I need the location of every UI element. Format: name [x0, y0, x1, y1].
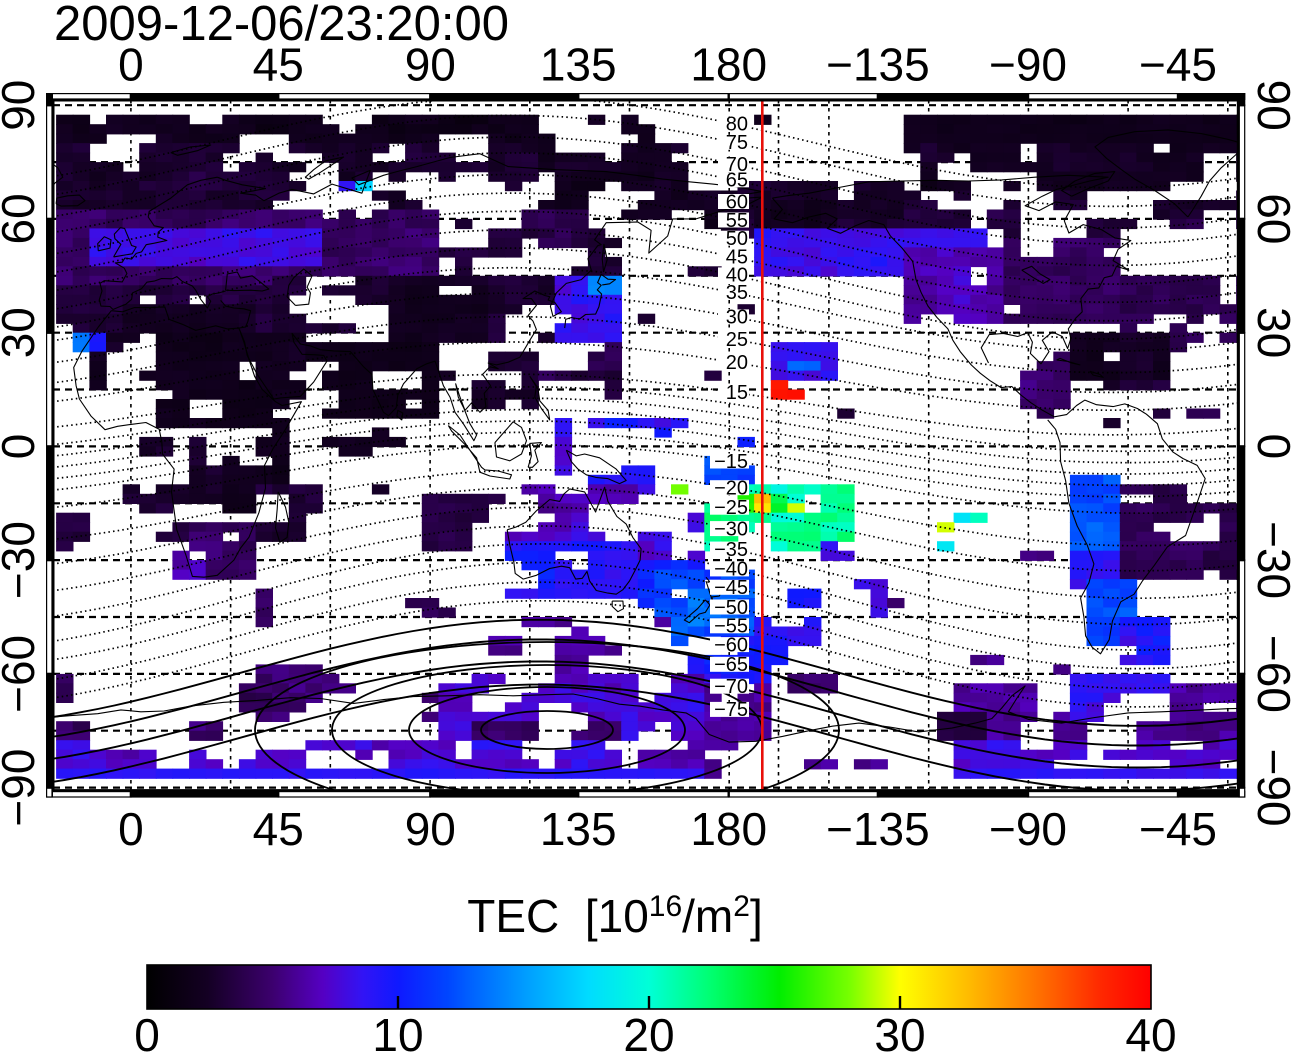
svg-text:65: 65	[726, 170, 748, 192]
svg-text:35: 35	[726, 282, 748, 304]
svg-text:0: 0	[1248, 434, 1292, 460]
svg-text:50: 50	[726, 228, 748, 250]
svg-text:60: 60	[0, 193, 44, 244]
svg-text:−55: −55	[714, 616, 748, 638]
svg-text:90: 90	[405, 39, 456, 91]
svg-text:30: 30	[874, 1009, 925, 1057]
svg-text:90: 90	[0, 80, 44, 131]
svg-text:40: 40	[726, 265, 748, 287]
svg-text:45: 45	[253, 803, 304, 855]
svg-text:55: 55	[726, 210, 748, 232]
svg-text:−40: −40	[714, 559, 748, 581]
svg-text:0: 0	[0, 434, 44, 460]
svg-text:2009-12-06/23:20:00: 2009-12-06/23:20:00	[54, 0, 509, 51]
svg-text:0: 0	[134, 1009, 160, 1057]
svg-text:90: 90	[405, 803, 456, 855]
svg-text:0: 0	[118, 39, 144, 91]
svg-text:135: 135	[540, 803, 617, 855]
svg-text:−45: −45	[1139, 803, 1217, 855]
svg-text:25: 25	[726, 329, 748, 351]
svg-text:−60: −60	[0, 635, 44, 713]
svg-text:180: 180	[690, 803, 767, 855]
svg-text:135: 135	[540, 39, 617, 91]
svg-text:45: 45	[726, 247, 748, 269]
svg-text:−135: −135	[826, 39, 930, 91]
svg-text:180: 180	[690, 39, 767, 91]
svg-text:−65: −65	[714, 654, 748, 676]
svg-text:40: 40	[1125, 1009, 1176, 1057]
svg-text:80: 80	[726, 114, 748, 136]
svg-text:−75: −75	[714, 699, 748, 721]
svg-text:20: 20	[726, 352, 748, 374]
svg-text:75: 75	[726, 132, 748, 154]
svg-text:30: 30	[1248, 307, 1292, 358]
svg-text:−90: −90	[0, 749, 44, 827]
svg-text:−20: −20	[714, 478, 748, 500]
svg-text:−25: −25	[714, 497, 748, 519]
svg-text:−60: −60	[714, 634, 748, 656]
svg-text:−90: −90	[1248, 749, 1292, 827]
svg-text:45: 45	[253, 39, 304, 91]
svg-text:−30: −30	[714, 518, 748, 540]
svg-text:−135: −135	[826, 803, 930, 855]
svg-text:−35: −35	[714, 539, 748, 561]
svg-text:−45: −45	[1139, 39, 1217, 91]
svg-text:−90: −90	[989, 803, 1067, 855]
svg-text:20: 20	[623, 1009, 674, 1057]
svg-text:−15: −15	[714, 451, 748, 473]
svg-text:30: 30	[0, 307, 44, 358]
svg-text:90: 90	[1248, 80, 1292, 131]
svg-text:60: 60	[1248, 193, 1292, 244]
svg-text:−30: −30	[1248, 521, 1292, 599]
svg-text:−30: −30	[0, 521, 44, 599]
svg-text:−60: −60	[1248, 635, 1292, 713]
svg-text:−90: −90	[989, 39, 1067, 91]
svg-text:10: 10	[372, 1009, 423, 1057]
svg-text:15: 15	[726, 382, 748, 404]
svg-text:60: 60	[726, 191, 748, 213]
svg-text:70: 70	[726, 154, 748, 176]
svg-text:−70: −70	[714, 676, 748, 698]
svg-text:−45: −45	[714, 577, 748, 599]
svg-text:0: 0	[118, 803, 144, 855]
svg-text:−50: −50	[714, 597, 748, 619]
svg-text:30: 30	[726, 307, 748, 329]
svg-text:TEC [1016/m2]: TEC [1016/m2]	[467, 890, 762, 942]
